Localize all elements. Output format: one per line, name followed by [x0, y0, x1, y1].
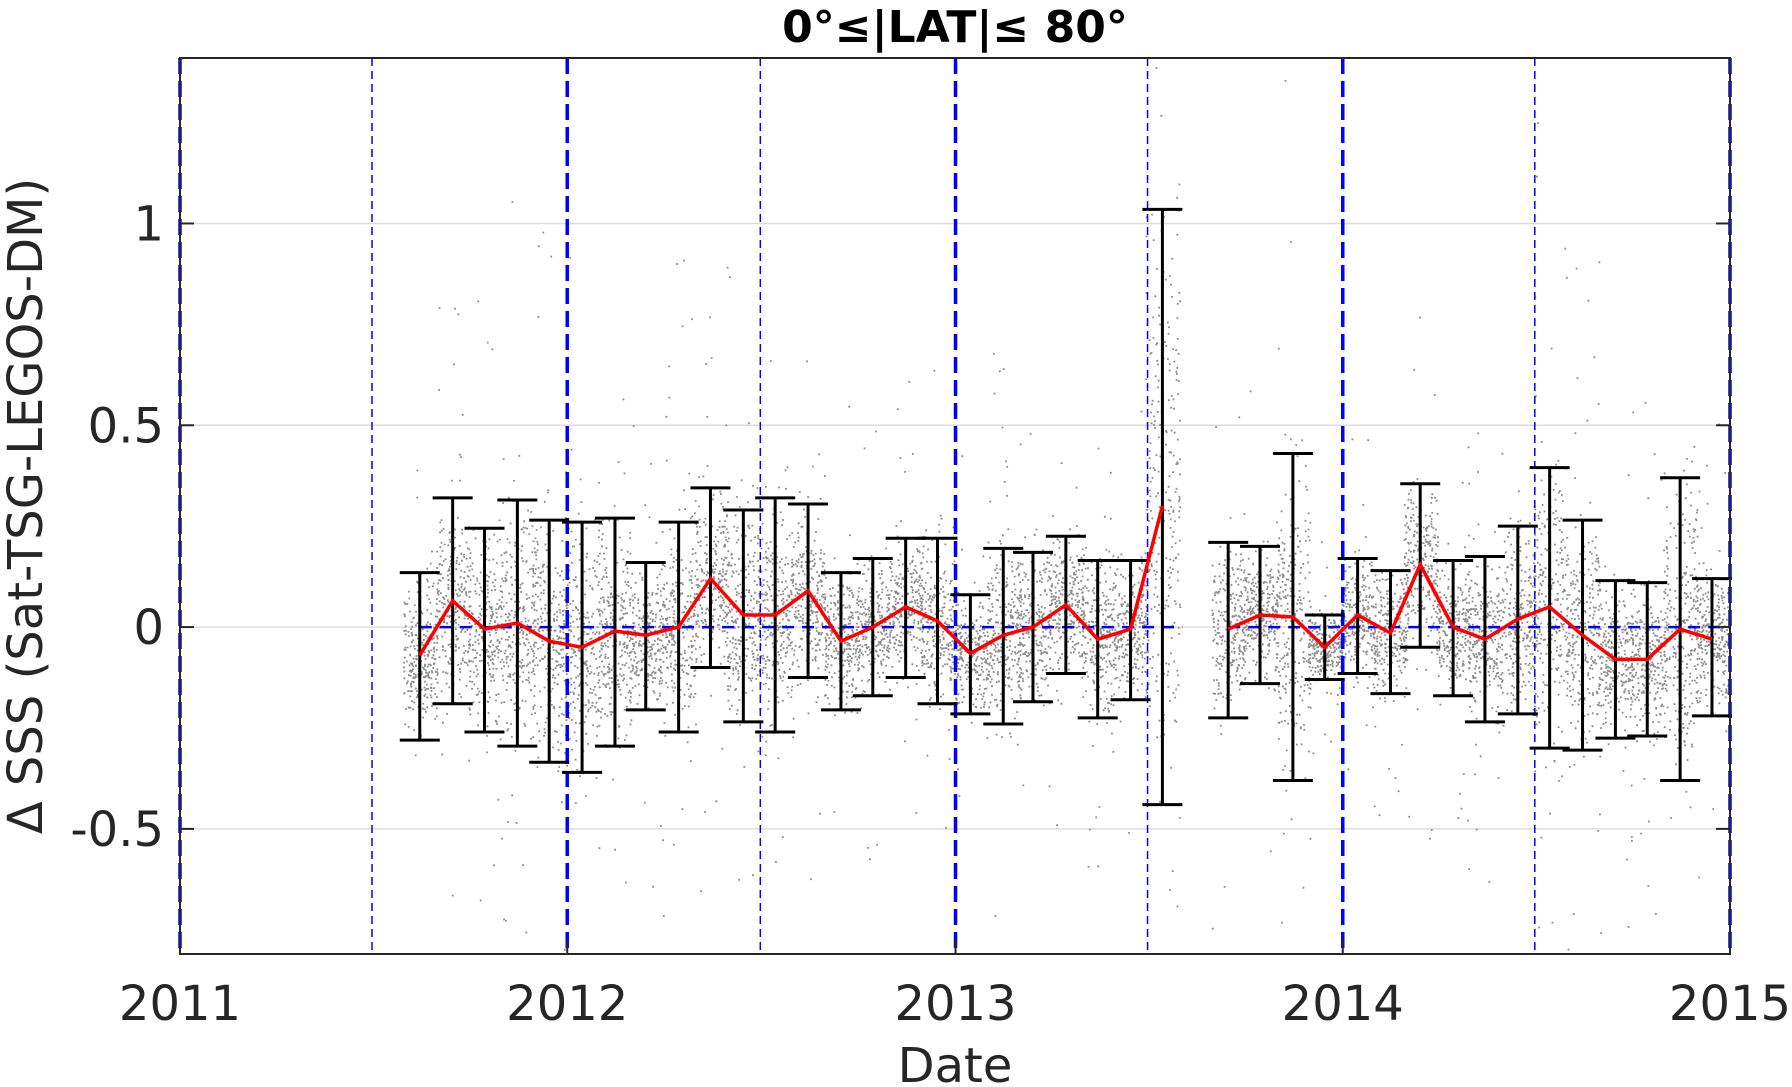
y-tick-label: 1 — [133, 196, 164, 252]
x-tick-label: 2012 — [506, 976, 628, 1032]
mean-line — [1227, 560, 1713, 662]
y-axis-title: Δ SSS (Sat-TSG-LEGOS-DM) — [0, 178, 54, 834]
mean-line — [418, 505, 1165, 657]
y-tick-label: -0.5 — [70, 802, 164, 858]
x-tick-label: 2011 — [119, 976, 241, 1032]
x-tick-label: 2015 — [1669, 976, 1791, 1032]
x-axis-title: Date — [898, 1038, 1013, 1087]
x-tick-label: 2013 — [894, 976, 1016, 1032]
tick-layer: -0.5 0 0.5 1 2011 2012 2013 2014 2015 — [70, 196, 1791, 1032]
errorbar-layer — [399, 207, 1732, 807]
x-tick-label: 2014 — [1282, 976, 1404, 1032]
mean-layer — [418, 505, 1713, 662]
y-tick-label: 0.5 — [88, 398, 164, 454]
chart-title: 0°≤|LAT|≤ 80° — [782, 2, 1128, 53]
y-tick-label: 0 — [133, 600, 164, 656]
